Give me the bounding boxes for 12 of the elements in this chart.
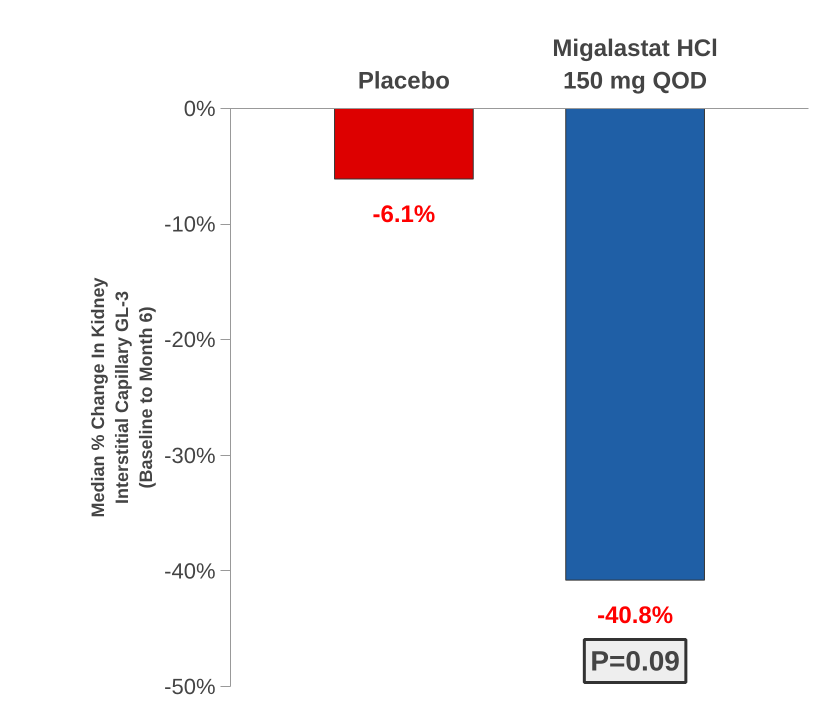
y-tick-label: -50% xyxy=(164,674,216,699)
data-label: -40.8% xyxy=(597,602,674,630)
y-tick-label: -30% xyxy=(164,442,216,468)
y-tick-label: -10% xyxy=(164,212,216,237)
annotation: P=0.09 xyxy=(590,646,680,676)
y-tick-label: -40% xyxy=(164,558,216,584)
x-tick-label: Placebo xyxy=(358,68,450,94)
y-tick-label: 0% xyxy=(184,96,216,121)
data-label: -6.1% xyxy=(372,201,436,228)
y-tick-label: -20% xyxy=(164,327,216,352)
y-axis-title: Median % Change In Kidney Interstitial Capillary GL-3 (Baseline to Month 6) xyxy=(88,277,156,518)
x-tick-label: Migalastat HCl 150 mg QOD xyxy=(552,35,718,94)
